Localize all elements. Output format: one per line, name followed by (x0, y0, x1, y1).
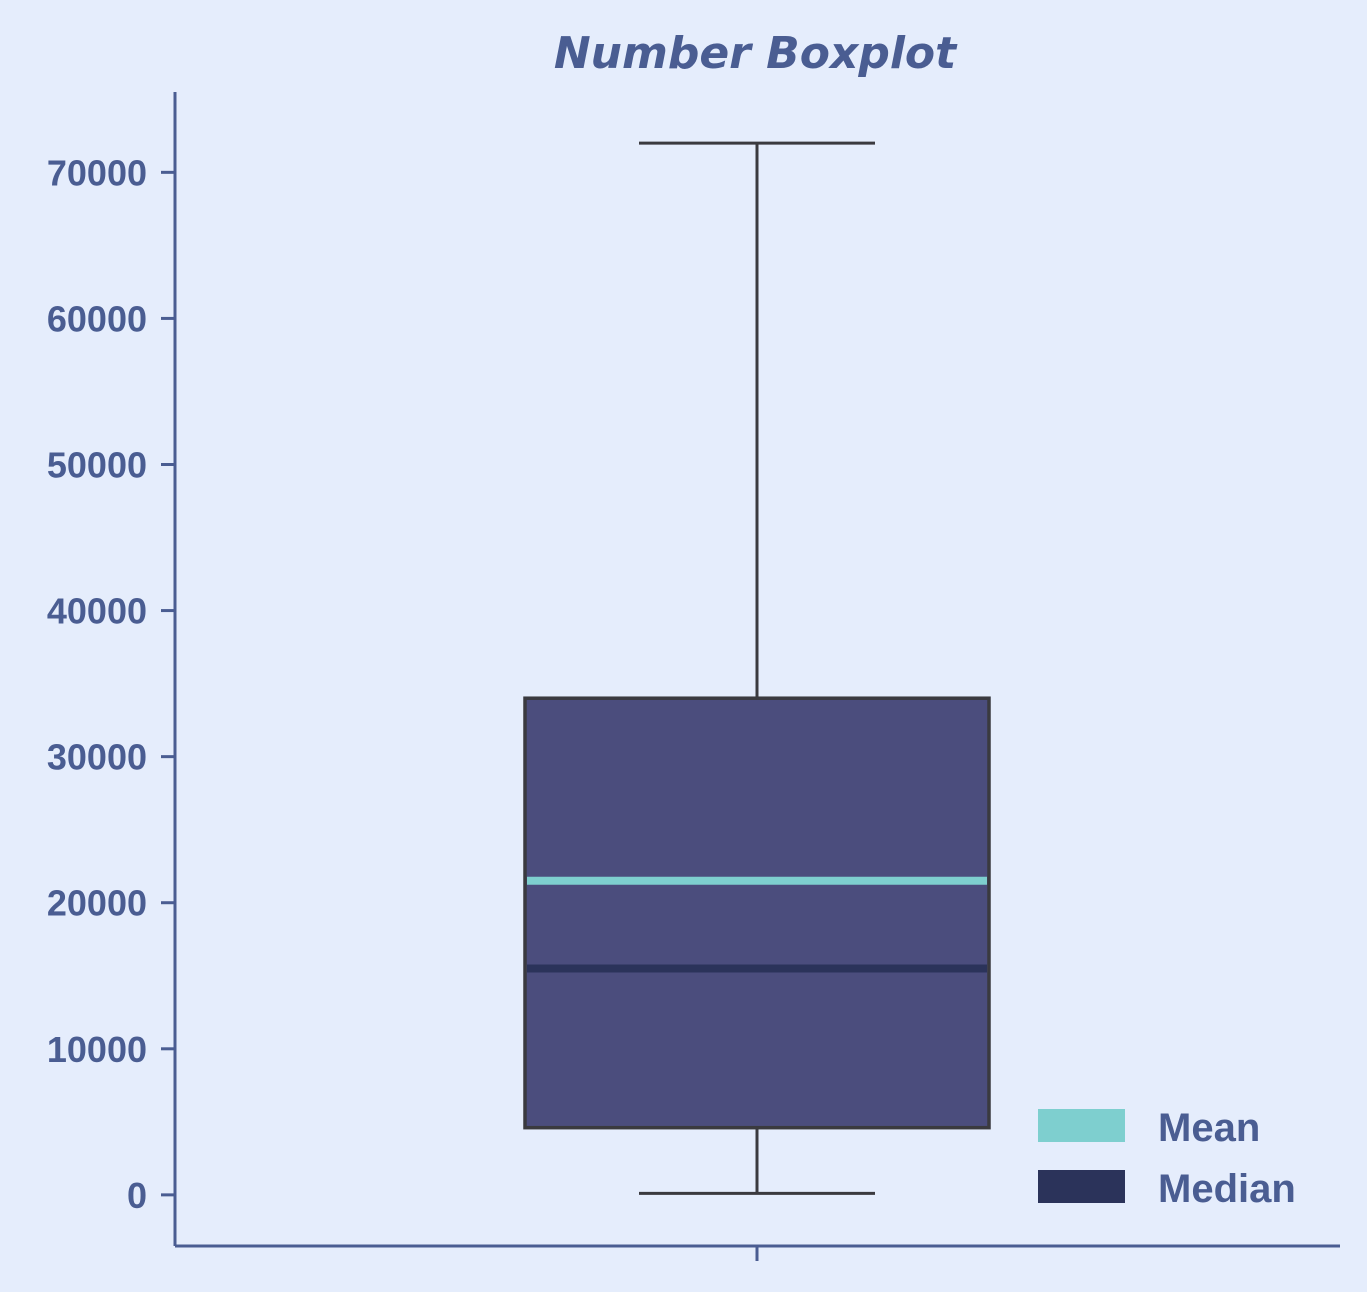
y-tick-label: 20000 (47, 883, 147, 924)
y-tick-label: 60000 (47, 298, 147, 339)
chart-title: Number Boxplot (554, 28, 958, 79)
legend-label-median: Median (1158, 1167, 1296, 1211)
y-tick-label: 10000 (47, 1029, 147, 1070)
legend-swatch-median (1038, 1170, 1125, 1203)
y-tick-label: 30000 (47, 737, 147, 778)
y-tick-label: 0 (127, 1175, 147, 1216)
y-tick-label: 40000 (47, 591, 147, 632)
iqr-box (523, 696, 991, 1130)
y-tick-label: 70000 (47, 152, 147, 193)
legend-label-mean: Mean (1158, 1106, 1260, 1150)
legend-swatch-mean (1038, 1109, 1125, 1142)
y-tick-label: 50000 (47, 444, 147, 485)
